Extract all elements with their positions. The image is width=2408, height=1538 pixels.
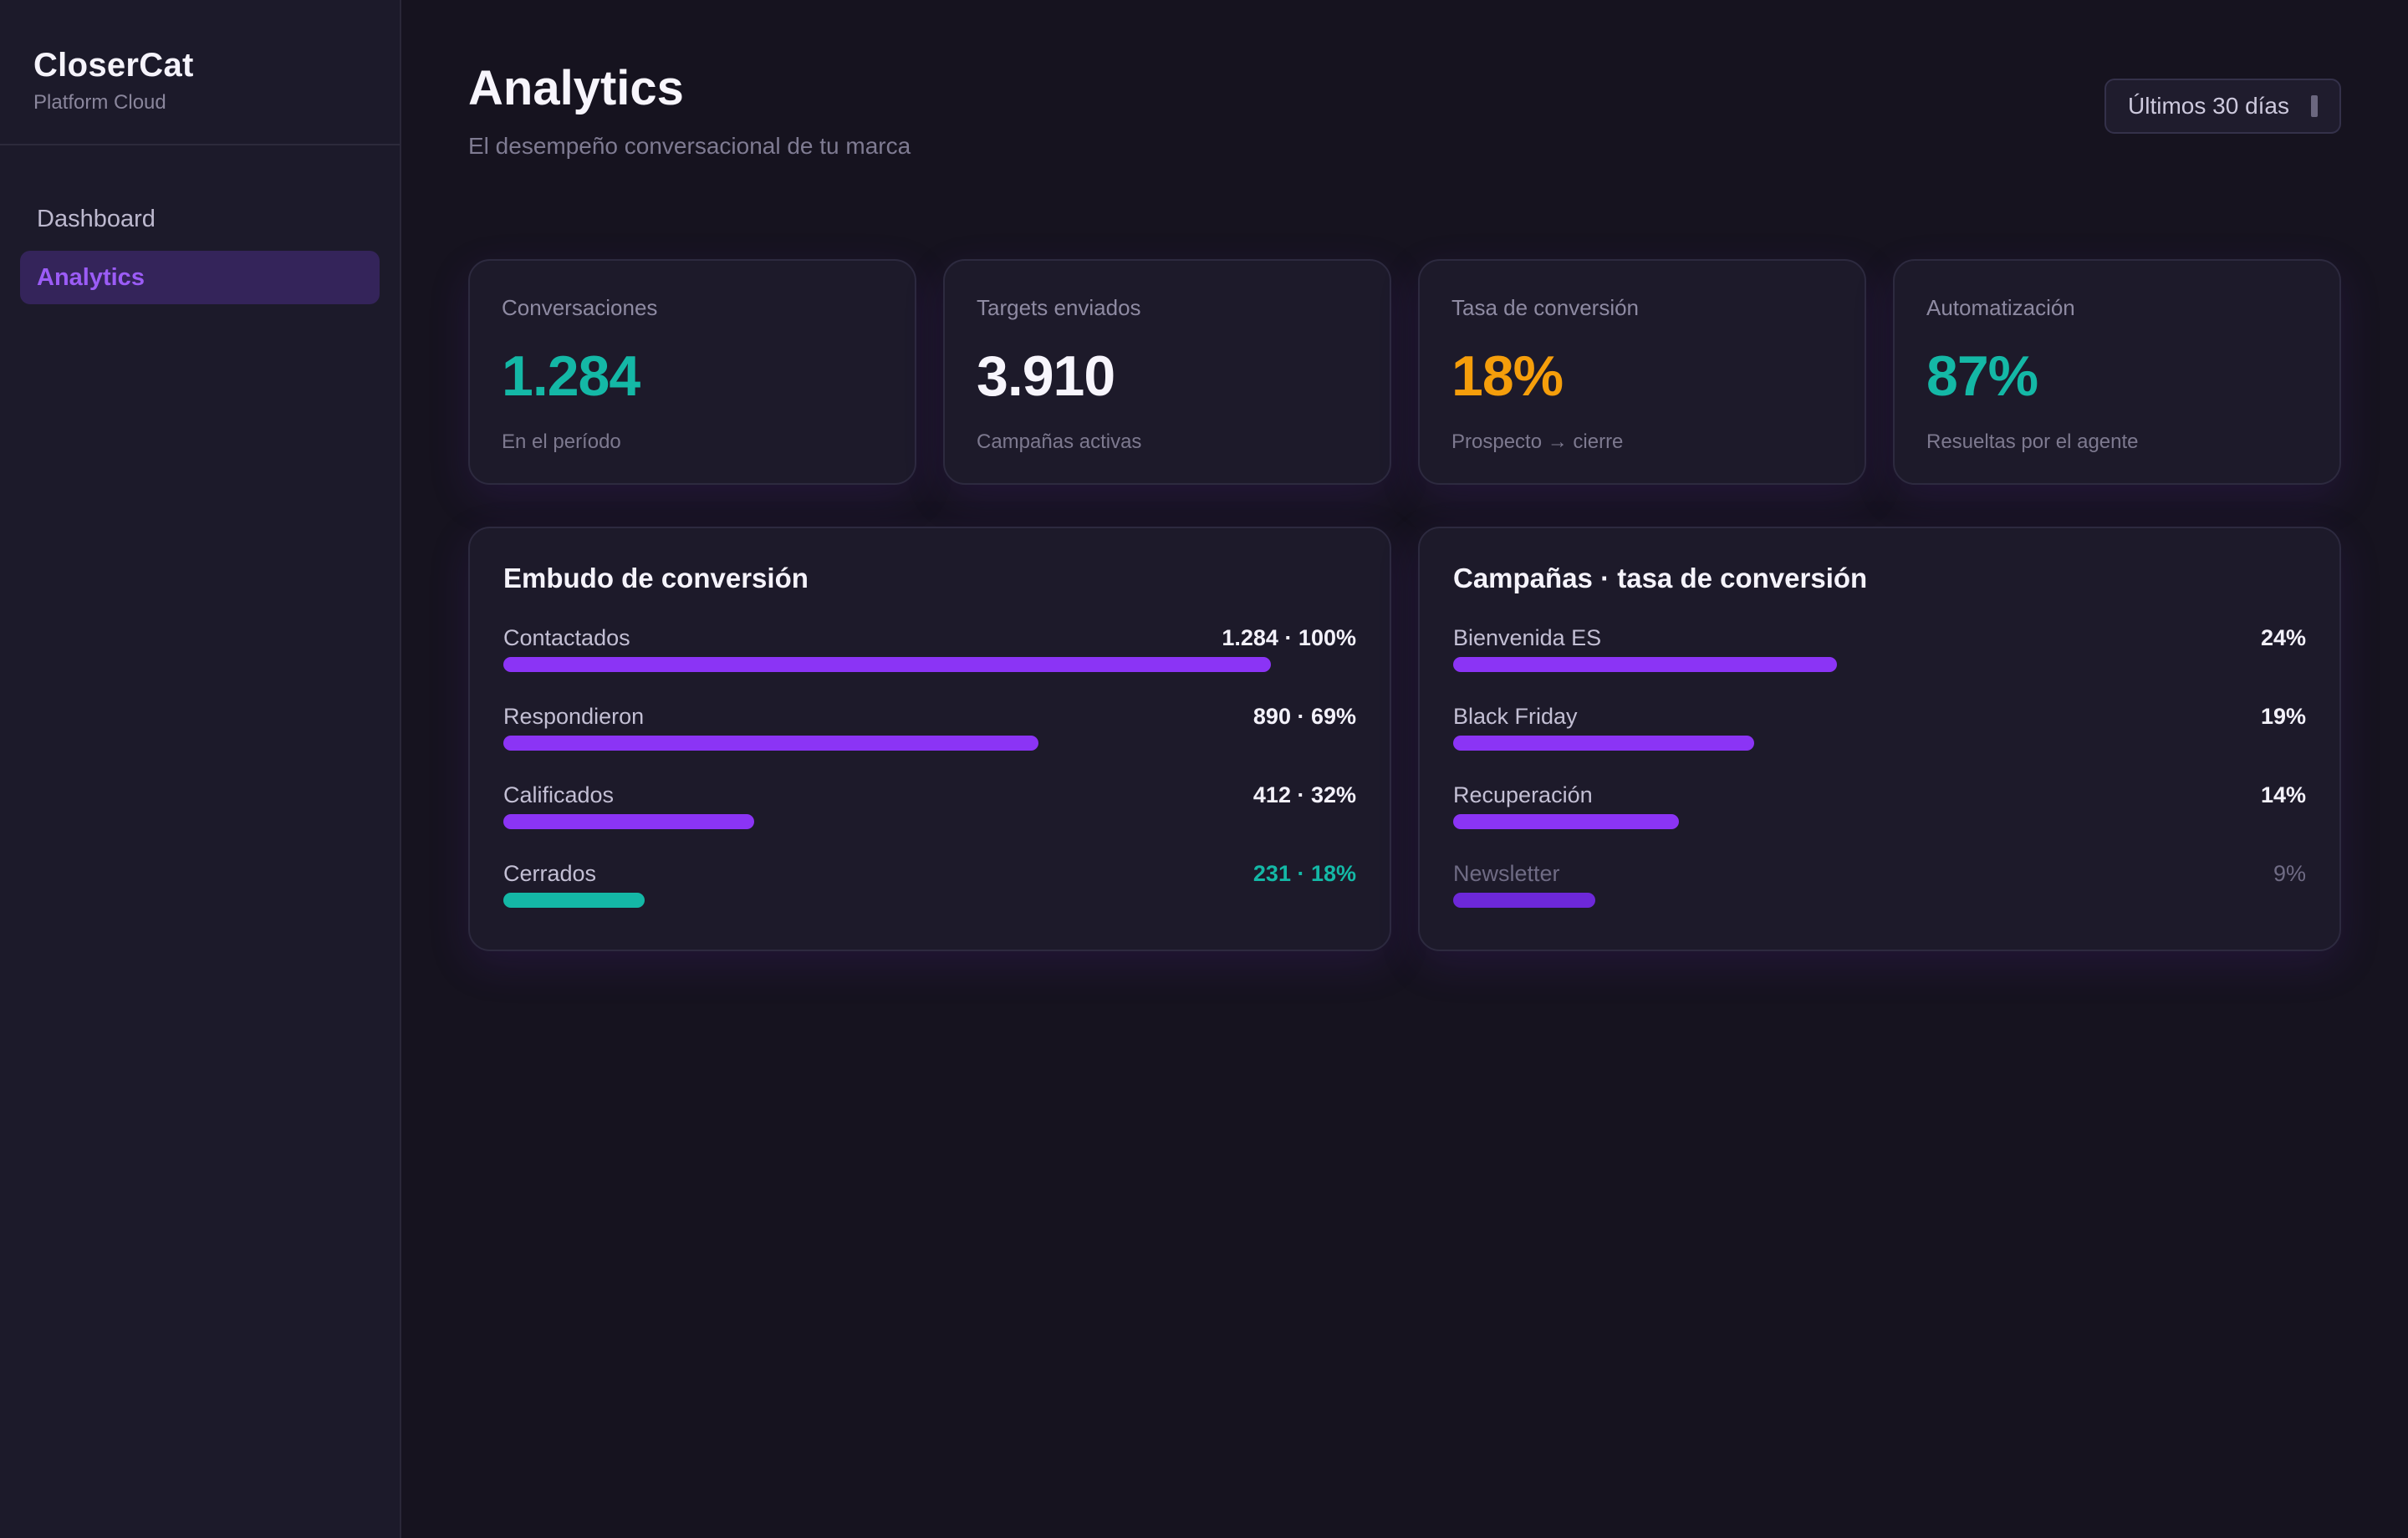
kpi-footnote: Campañas activas [977,430,1142,453]
funnel-row-value: 890 · 69% [1252,703,1356,729]
bar-track [1453,814,2306,829]
bar-track [1453,736,2306,751]
campaign-row-value: 14% [2260,782,2306,807]
bar-track [503,893,1356,908]
bar-track [503,657,1356,672]
funnel-row-label: Cerrados [503,860,597,886]
campaign-bar [1453,657,1837,672]
campaign-row: Newsletter 9% [1453,859,2306,938]
kpi-footnote: Resueltas por el agente [1926,430,2139,453]
funnel-row-value: 1.284 · 100% [1222,624,1356,650]
bar-track [503,814,1356,829]
funnel-row: Calificados 412 · 32% [503,781,1356,859]
campaign-bar [1453,736,1755,751]
calendar-bar-icon [2311,95,2318,117]
sidebar-item-dashboard[interactable]: Dashboard [20,192,380,246]
panel-title: Campañas · tasa de conversión [1453,563,1868,593]
kpi-label: Conversaciones [502,295,658,320]
kpi-card-tasa-conversion: Tasa de conversión 18% Prospecto → cierr… [1418,259,1866,485]
brand-block: CloserCat Platform Cloud [0,0,400,145]
funnel-bar [503,736,1038,751]
panel-title: Embudo de conversión [503,563,809,593]
funnel-bar [503,893,645,908]
sidebar: CloserCat Platform Cloud Dashboard Analy… [0,0,401,1538]
campaign-row-value: 9% [2273,860,2306,886]
funnel-row-value: 412 · 32% [1252,782,1356,807]
brand-subtitle: Platform Cloud [33,91,166,114]
bar-track [1453,893,2306,908]
kpi-value: 87% [1926,344,2038,408]
kpi-label: Tasa de conversión [1451,295,1640,320]
main-content: Analytics El desempeño conversacional de… [401,0,2408,1538]
funnel-row: Cerrados 231 · 18% [503,859,1356,938]
funnel-row-value: 231 · 18% [1252,860,1356,886]
campaign-row: Black Friday 19% [1453,702,2306,781]
sidebar-item-label: Analytics [37,263,145,291]
funnel-row-label: Calificados [503,782,615,807]
page-header: Analytics El desempeño conversacional de… [468,60,2341,199]
campaign-bar [1453,893,1596,908]
campaign-row-label: Black Friday [1453,703,1578,729]
campaign-rows: Bienvenida ES 24% Black Friday 19% [1453,624,2306,938]
kpi-label: Automatización [1926,295,2075,320]
funnel-bar [503,814,754,829]
kpi-value: 3.910 [977,344,1115,408]
funnel-row-label: Respondieron [503,703,645,729]
campaign-row-label: Bienvenida ES [1453,624,1602,650]
bar-track [1453,657,2306,672]
kpi-footnote: Prospecto → cierre [1451,430,1624,453]
kpi-row: Conversaciones 1.284 En el período Targe… [468,259,2341,485]
campaign-row: Recuperación 14% [1453,781,2306,859]
bar-track [503,736,1356,751]
sidebar-item-analytics[interactable]: Analytics [20,251,380,304]
campaign-row: Bienvenida ES 24% [1453,624,2306,702]
campaign-bar [1453,814,1680,829]
campaign-row-value: 19% [2260,703,2306,729]
kpi-value: 1.284 [502,344,640,408]
panels-row: Embudo de conversión Contactados 1.284 ·… [468,527,2341,951]
sidebar-item-label: Dashboard [37,205,156,232]
funnel-row: Respondieron 890 · 69% [503,702,1356,781]
date-range-label: Últimos 30 días [2128,93,2289,119]
kpi-card-targets: Targets enviados 3.910 Campañas activas [943,259,1391,485]
funnel-row: Contactados 1.284 · 100% [503,624,1356,702]
campaign-row-value: 24% [2260,624,2306,650]
funnel-row-label: Contactados [503,624,630,650]
funnel-bar [503,657,1271,672]
funnel-panel: Embudo de conversión Contactados 1.284 ·… [468,527,1391,951]
funnel-rows: Contactados 1.284 · 100% Respondieron 89… [503,624,1356,938]
campaigns-panel: Campañas · tasa de conversión Bienvenida… [1418,527,2341,951]
kpi-label: Targets enviados [977,295,1141,320]
campaign-row-label: Newsletter [1453,860,1560,886]
sidebar-nav: Dashboard Analytics [0,145,400,304]
brand-name: CloserCat [33,47,194,84]
campaign-row-label: Recuperación [1453,782,1593,807]
kpi-value: 18% [1451,344,1564,408]
kpi-footnote: En el período [502,430,621,453]
kpi-card-conversaciones: Conversaciones 1.284 En el período [468,259,916,485]
title-block: Analytics El desempeño conversacional de… [468,60,911,160]
page-subtitle: El desempeño conversacional de tu marca [468,133,911,159]
date-range-button[interactable]: Últimos 30 días [2104,79,2341,134]
kpi-card-automatizacion: Automatización 87% Resueltas por el agen… [1893,259,2341,485]
page-title: Analytics [468,61,684,115]
